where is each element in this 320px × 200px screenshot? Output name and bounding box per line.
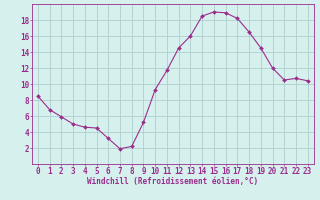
X-axis label: Windchill (Refroidissement éolien,°C): Windchill (Refroidissement éolien,°C) [87, 177, 258, 186]
